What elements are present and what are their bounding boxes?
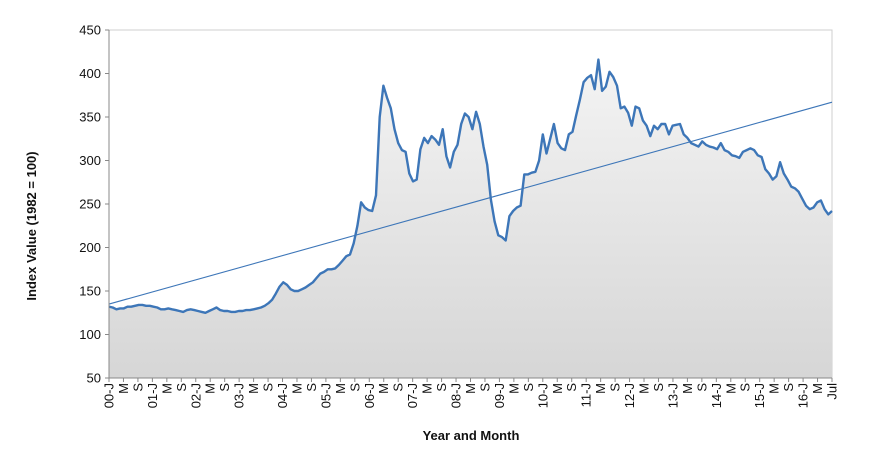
x-axis-title: Year and Month <box>423 428 520 443</box>
x-tick-label: M <box>506 383 521 394</box>
x-tick-label: 16-J <box>796 383 811 408</box>
x-tick-label: M <box>767 383 782 394</box>
x-tick-label: 11-J <box>579 383 594 407</box>
y-tick-label: 400 <box>79 66 101 81</box>
x-tick-label: S <box>174 383 189 392</box>
x-tick-label: S <box>738 383 753 392</box>
x-tick-label: 00-J <box>102 383 117 408</box>
x-tick-label: 09-J <box>492 383 507 408</box>
y-axis: 50 100 150 200 250 300 350 400 450 <box>79 23 110 386</box>
x-tick-label: M <box>290 383 305 394</box>
x-tick-label: 01-J <box>145 383 160 408</box>
area-layer <box>109 59 832 378</box>
y-axis-title: Index Value (1982 = 100) <box>24 151 39 300</box>
x-tick-label: M <box>376 383 391 394</box>
line-layer <box>108 58 833 314</box>
x-tick-label: M <box>637 383 652 394</box>
x-tick-label: M <box>593 383 608 394</box>
x-tick-label: 10-J <box>535 383 550 408</box>
x-tick-label: 13-J <box>665 383 680 408</box>
x-tick-label: S <box>391 383 406 392</box>
x-tick-label: S <box>261 383 276 392</box>
x-tick-label: 02-J <box>188 383 203 408</box>
x-tick-label: S <box>521 383 536 392</box>
x-tick-label: M <box>203 383 218 394</box>
x-tick-label: 07-J <box>405 383 420 408</box>
series-line <box>108 58 833 314</box>
x-tick-label: 14-J <box>709 383 724 408</box>
x-tick-label: S <box>651 383 666 392</box>
x-tick-label: 03-J <box>232 383 247 408</box>
x-tick-label: M <box>550 383 565 394</box>
x-tick-label: M <box>116 383 131 394</box>
x-tick-label: S <box>478 383 493 392</box>
x-tick-label: 15-J <box>752 383 767 408</box>
x-tick-label: 12-J <box>622 383 637 408</box>
y-tick-label: 300 <box>79 153 101 168</box>
y-tick-label: 450 <box>79 23 101 38</box>
x-tick-label: 05-J <box>318 383 333 408</box>
y-tick-label: 150 <box>79 284 101 299</box>
x-tick-label: 08-J <box>449 383 464 408</box>
x-tick-label: M <box>680 383 695 394</box>
trend-line <box>108 101 833 305</box>
y-tick-label: 50 <box>87 371 101 386</box>
x-tick-label: S <box>564 383 579 392</box>
x-tick-label: M <box>810 383 825 394</box>
x-tick-label: M <box>246 383 261 394</box>
x-tick-label: 04-J <box>275 383 290 408</box>
x-tick-label: M <box>463 383 478 394</box>
x-axis: 00-J M S 01-J M S 02-J M S 03-J M S 04-J M S 05-J M S 06-J… <box>102 377 840 408</box>
y-tick-label: 350 <box>79 110 101 125</box>
x-tick-label: S <box>434 383 449 392</box>
x-tick-label: S <box>304 383 319 392</box>
y-tick-label: 100 <box>79 327 101 342</box>
x-tick-label: S <box>608 383 623 392</box>
x-tick-label: M <box>420 383 435 394</box>
x-tick-label: S <box>130 383 145 392</box>
x-tick-label: M <box>333 383 348 394</box>
y-tick-label: 250 <box>79 197 101 212</box>
x-tick-label: S <box>217 383 232 392</box>
x-tick-label: 06-J <box>362 383 377 408</box>
x-tick-label: M <box>723 383 738 394</box>
y-tick-label: 200 <box>79 240 101 255</box>
x-tick-label: M <box>159 383 174 394</box>
x-tick-label: Jul <box>825 383 840 400</box>
x-tick-label: S <box>347 383 362 392</box>
series-area <box>109 59 832 378</box>
x-tick-label: S <box>781 383 796 392</box>
x-tick-label: S <box>694 383 709 392</box>
